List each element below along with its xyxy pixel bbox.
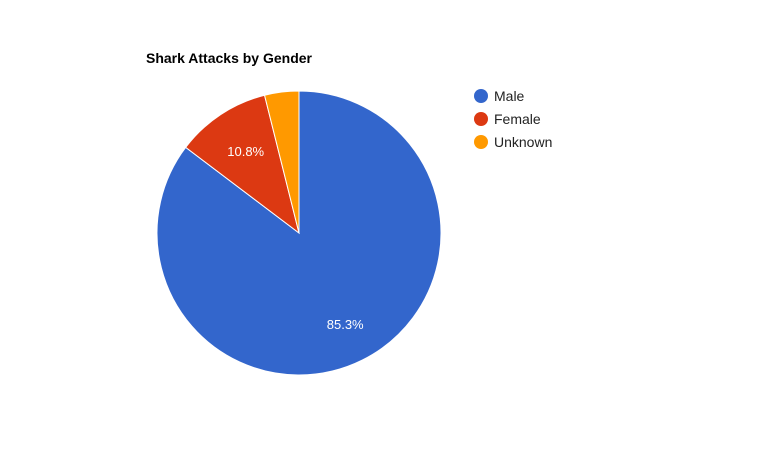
legend-label: Female [494, 111, 541, 127]
legend-label: Unknown [494, 134, 552, 150]
legend-swatch [474, 112, 488, 126]
pie-slice-labels: 85.3% 10.8% [227, 144, 364, 332]
legend-swatch [474, 135, 488, 149]
pie-slices [156, 90, 442, 376]
legend-item-male[interactable]: Male [474, 88, 525, 104]
legend-swatch [474, 89, 488, 103]
chart-title: Shark Attacks by Gender [146, 50, 313, 66]
pie-slice-female[interactable] [185, 94, 300, 235]
pie-slice-unknown[interactable] [263, 90, 300, 234]
legend-label: Male [494, 88, 525, 104]
legend-item-unknown[interactable]: Unknown [474, 134, 552, 150]
slice-label-male: 85.3% [327, 317, 364, 332]
legend-item-female[interactable]: Female [474, 111, 541, 127]
legend: Male Female Unknown [474, 88, 552, 150]
slice-label-female: 10.8% [227, 144, 264, 159]
